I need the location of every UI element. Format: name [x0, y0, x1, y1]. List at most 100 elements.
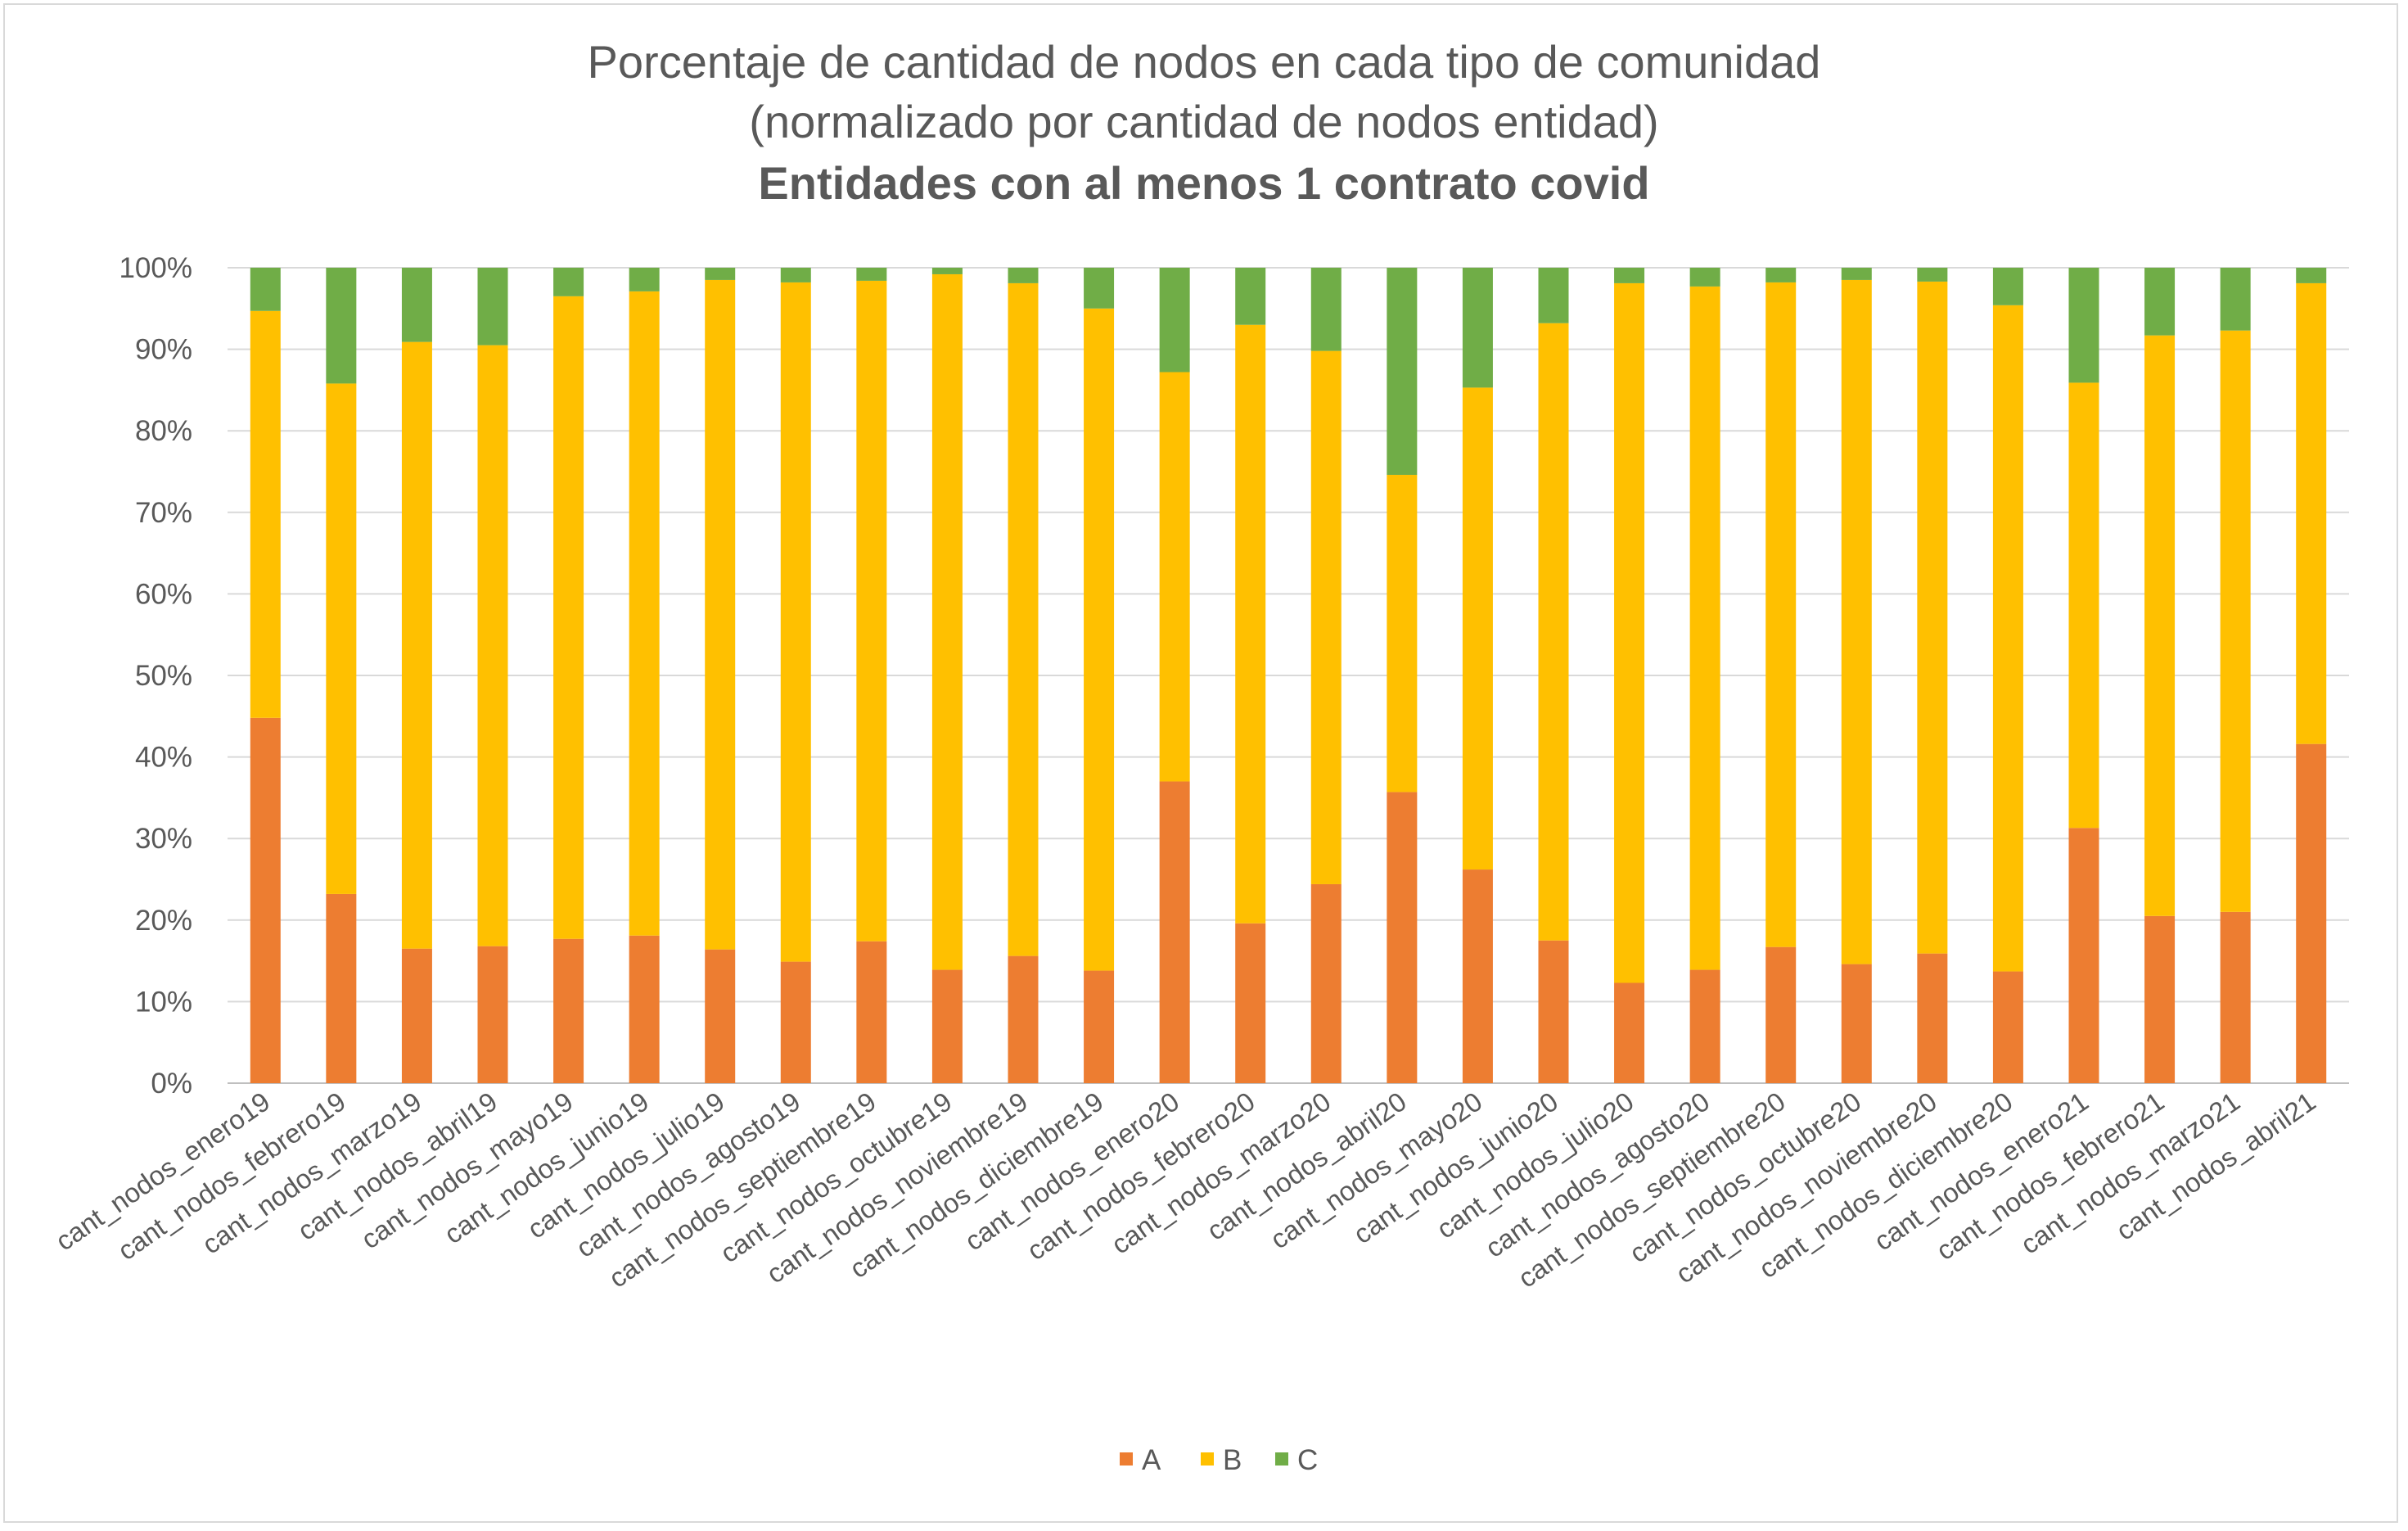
bar-segment-c — [856, 268, 887, 281]
bar-segment-b — [1462, 387, 1493, 870]
bar-segment-b — [1235, 324, 1266, 924]
bar-segment-b — [2068, 382, 2099, 829]
bar-segment-b — [856, 280, 887, 942]
bar-segment-b — [1765, 282, 1797, 947]
bar-segment-b — [250, 310, 281, 718]
bar-segment-c — [1235, 268, 1266, 325]
legend-label-b: B — [1223, 1444, 1242, 1476]
bar-segment-b — [553, 296, 584, 939]
bar-segment-a — [1462, 869, 1493, 1083]
bar-segment-c — [2144, 268, 2176, 336]
legend-swatch-b — [1201, 1452, 1214, 1466]
bar-segment-c — [1538, 268, 1569, 323]
chart-title: Porcentaje de cantidad de nodos en cada … — [588, 36, 1821, 209]
bar-segment-a — [2068, 828, 2099, 1083]
bar-segment-c — [1689, 268, 1720, 287]
bar-segment-c — [1462, 268, 1493, 388]
bar-segment-c — [2068, 268, 2099, 383]
bar-segment-c — [780, 268, 811, 282]
bar-segment-b — [477, 345, 508, 946]
bars — [250, 268, 2327, 1083]
bar-segment-a — [250, 717, 281, 1083]
bar-segment-c — [1159, 268, 1190, 373]
bar-segment-c — [1008, 268, 1039, 283]
bar-segment-c — [931, 268, 963, 274]
chart-title-line-1: Porcentaje de cantidad de nodos en cada … — [588, 36, 1821, 88]
bar-segment-b — [401, 341, 432, 949]
y-tick-label: 90% — [135, 334, 192, 366]
legend-swatch-a — [1120, 1452, 1133, 1466]
bar-segment-a — [1917, 953, 1948, 1083]
bar-segment-a — [1008, 955, 1039, 1083]
bar-segment-b — [1992, 305, 2023, 972]
bar-segment-c — [2296, 268, 2327, 283]
bar-segment-b — [705, 279, 736, 950]
y-tick-label: 50% — [135, 660, 192, 692]
legend: A B C — [1120, 1444, 1318, 1476]
bar-segment-a — [2220, 911, 2251, 1083]
bar-segment-a — [553, 938, 584, 1083]
legend-swatch-c — [1275, 1452, 1288, 1466]
bar-segment-c — [1917, 268, 1948, 282]
bar-segment-b — [1159, 372, 1190, 782]
y-tick-label: 80% — [135, 415, 192, 447]
y-tick-label: 40% — [135, 742, 192, 774]
bar-segment-c — [1310, 268, 1342, 351]
bar-segment-c — [1084, 268, 1115, 309]
bar-segment-a — [2144, 915, 2176, 1083]
bar-segment-a — [401, 948, 432, 1083]
bar-segment-a — [477, 946, 508, 1083]
legend-label-c: C — [1297, 1444, 1318, 1476]
bar-segment-a — [1235, 923, 1266, 1083]
bar-segment-c — [553, 268, 584, 296]
bar-segment-c — [250, 268, 281, 311]
bar-segment-a — [629, 935, 660, 1083]
bar-segment-c — [401, 268, 432, 342]
bar-segment-c — [2220, 268, 2251, 331]
bar-segment-a — [1614, 982, 1645, 1083]
bar-segment-c — [1765, 268, 1797, 282]
bar-segment-b — [780, 282, 811, 962]
legend-label-a: A — [1142, 1444, 1161, 1476]
bar-segment-a — [931, 969, 963, 1083]
bar-segment-b — [931, 273, 963, 970]
bar-segment-a — [1159, 781, 1190, 1083]
bar-segment-a — [1841, 964, 1872, 1083]
bar-segment-c — [477, 268, 508, 345]
x-axis-ticks: cant_nodos_enero19cant_nodos_febrero19ca… — [50, 1086, 2321, 1293]
bar-segment-c — [1841, 268, 1872, 280]
y-tick-label: 20% — [135, 905, 192, 937]
bar-segment-b — [2220, 330, 2251, 912]
bar-segment-a — [705, 949, 736, 1083]
bar-segment-c — [1387, 268, 1418, 475]
y-tick-label: 100% — [119, 252, 192, 284]
bar-segment-b — [1917, 281, 1948, 954]
bar-segment-b — [1008, 282, 1039, 956]
bar-segment-a — [1538, 940, 1569, 1083]
y-tick-label: 10% — [135, 986, 192, 1018]
chart-title-line-3: Entidades con al menos 1 contrato covid — [758, 157, 1649, 209]
bar-segment-a — [1387, 792, 1418, 1083]
y-axis-ticks: 0% 10% 20% 30% 40% 50% 60% 70% 80% 90% 100% — [119, 252, 192, 1100]
bar-segment-b — [1538, 323, 1569, 941]
y-tick-label: 30% — [135, 823, 192, 855]
bar-segment-a — [1310, 883, 1342, 1083]
gridlines — [228, 267, 2349, 1084]
bar-segment-a — [856, 941, 887, 1083]
bar-segment-a — [1084, 970, 1115, 1083]
bar-segment-b — [1387, 474, 1418, 793]
bar-segment-b — [629, 291, 660, 936]
bar-segment-b — [1689, 286, 1720, 970]
bar-segment-a — [326, 893, 357, 1083]
bar-segment-b — [1841, 279, 1872, 964]
bar-segment-b — [1084, 308, 1115, 971]
y-tick-label: 60% — [135, 578, 192, 610]
bar-segment-c — [1992, 268, 2023, 305]
bar-segment-c — [629, 268, 660, 291]
bar-segment-a — [2296, 743, 2327, 1083]
bar-segment-c — [326, 268, 357, 384]
chart-title-line-2: (normalizado por cantidad de nodos entid… — [749, 96, 1658, 147]
bar-segment-b — [1614, 282, 1645, 983]
bar-segment-c — [705, 268, 736, 280]
